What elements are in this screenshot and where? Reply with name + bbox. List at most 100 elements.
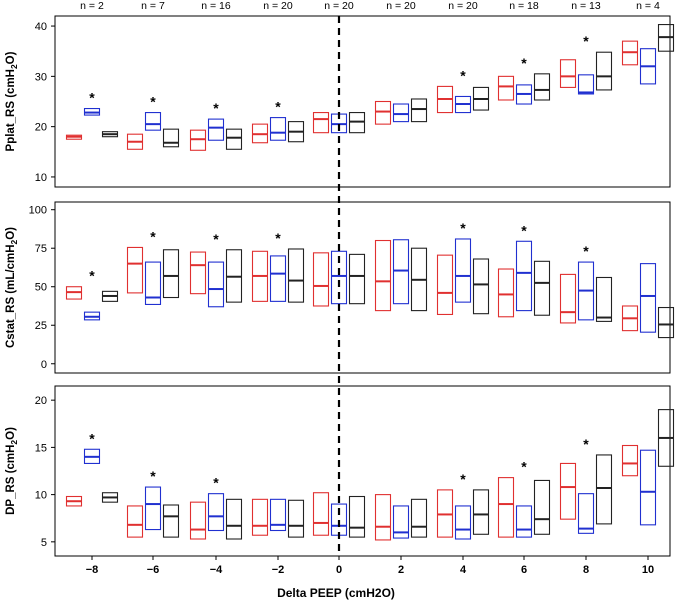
x-tick-label: 8: [583, 564, 589, 576]
significance-star: *: [460, 220, 466, 236]
box-series-3: [348, 112, 366, 134]
sample-size-label: n = 20: [448, 0, 478, 12]
sample-size-label: n = 7: [141, 0, 165, 12]
y-tick-label: 10: [35, 490, 47, 502]
x-tick-label: −4: [210, 564, 223, 576]
box-series-3: [225, 128, 243, 150]
box-series-1: [374, 100, 392, 125]
panel-frame: [54, 201, 671, 374]
y-axis-label-subscript: 2: [9, 64, 19, 69]
y-tick-label: 50: [35, 282, 47, 294]
significance-star: *: [460, 67, 466, 83]
significance-star: *: [89, 268, 95, 284]
box-series-1: [126, 505, 144, 538]
y-tick-label: 25: [35, 320, 47, 332]
significance-star: *: [150, 228, 156, 244]
y-axis-label: DP_RS (cmH2O): [5, 427, 19, 515]
box-series-2: [207, 493, 225, 532]
box-series-2: [392, 239, 410, 305]
box-series-1: [189, 129, 207, 151]
box-series-1: [497, 268, 515, 318]
sample-size-labels: n = 2 n = 7 n = 16 n = 20 n = 20 n = 20 n = 20…: [80, 0, 660, 12]
box-series-2: [515, 505, 533, 538]
box-series-2: [454, 238, 472, 303]
box-series-1: [189, 251, 207, 295]
box-series-2: [639, 449, 657, 526]
box-series-2: [207, 261, 225, 308]
box-series-2: [144, 486, 162, 531]
significance-star: *: [275, 99, 281, 115]
sample-size-label: n = 13: [571, 0, 601, 12]
y-axis-label: Pplat_RS (cmH2O): [5, 51, 19, 151]
x-tick-label: 0: [336, 564, 342, 576]
box-series-3: [657, 306, 675, 339]
y-tick-label: 5: [41, 537, 47, 549]
x-tick-label: −2: [272, 564, 285, 576]
y-tick-label: 20: [35, 395, 47, 407]
box-series-3: [533, 73, 551, 101]
significance-star: *: [460, 471, 466, 487]
box-series-2: [577, 74, 595, 95]
x-tick-label: 2: [398, 564, 404, 576]
y-axis-label-main: Cstat_RS (mL/cmH: [5, 244, 17, 348]
box-series-1: [126, 246, 144, 294]
box-series-3: [472, 489, 490, 535]
box-series-2: [577, 493, 595, 534]
box-series-3: [348, 495, 366, 538]
significance-star: *: [583, 243, 589, 259]
box-series-1: [436, 254, 454, 316]
box-series-1: [374, 494, 392, 541]
box-series-1: [559, 462, 577, 520]
y-tick-label: 10: [35, 172, 47, 184]
box-series-2: [639, 263, 657, 333]
box-series-3: [287, 248, 305, 303]
significance-star: *: [583, 33, 589, 49]
box-series-3: [287, 499, 305, 538]
box-series-2: [392, 103, 410, 123]
box-series-3: [533, 479, 551, 535]
y-tick-label: 0: [41, 359, 47, 371]
box-series-1: [559, 273, 577, 324]
box-series-3: [410, 498, 428, 538]
panel-pplat: 10 20 30 40 Pplat_RS (cmH2O) * * * * * * *: [5, 15, 675, 188]
x-tick-label: −6: [147, 564, 160, 576]
sample-size-label: n = 18: [509, 0, 539, 12]
sample-size-label: n = 2: [80, 0, 104, 12]
box-series-2: [269, 498, 287, 532]
box-series-1: [189, 501, 207, 540]
box-series-1: [374, 239, 392, 312]
box-series-1: [312, 252, 330, 307]
box-series-3: [162, 249, 180, 299]
box-series-1: [559, 59, 577, 88]
sample-size-label: n = 20: [263, 0, 293, 12]
y-axis-label: Cstat_RS (mL/cmH2O): [5, 227, 19, 348]
box-series-2: [330, 250, 348, 305]
significance-star: *: [583, 436, 589, 452]
box-series-2: [144, 112, 162, 131]
box-series-3: [595, 51, 613, 91]
box-series-1: [497, 477, 515, 538]
box-series-3: [410, 98, 428, 123]
y-axis-label-subscript: 2: [9, 239, 19, 244]
box-series-3: [162, 128, 180, 148]
significance-star: *: [213, 475, 219, 491]
x-axis-label: Delta PEEP (cmH2O): [277, 586, 395, 600]
box-series-2: [454, 505, 472, 540]
y-axis-label-subscript: 2: [9, 440, 19, 445]
panel-dp: 5 10 15 20 DP_RS (cmH2O) * * * * * *: [5, 385, 675, 557]
panel-cstat: 0 25 50 75 100 Cstat_RS (mL/cmH2O) * * * * * * *: [5, 201, 675, 374]
y-tick-label: 75: [35, 243, 47, 255]
box-series-2: [144, 261, 162, 305]
significance-star: *: [521, 55, 527, 71]
y-axis-label-main: Pplat_RS (cmH: [5, 69, 17, 151]
significance-star: *: [275, 230, 281, 246]
sample-size-label: n = 20: [386, 0, 416, 12]
box-series-1: [312, 112, 330, 134]
box-series-1: [251, 498, 269, 536]
significance-star: *: [150, 468, 156, 484]
box-series-2: [207, 118, 225, 141]
box-series-2: [269, 117, 287, 141]
panel-frame: [54, 385, 671, 557]
